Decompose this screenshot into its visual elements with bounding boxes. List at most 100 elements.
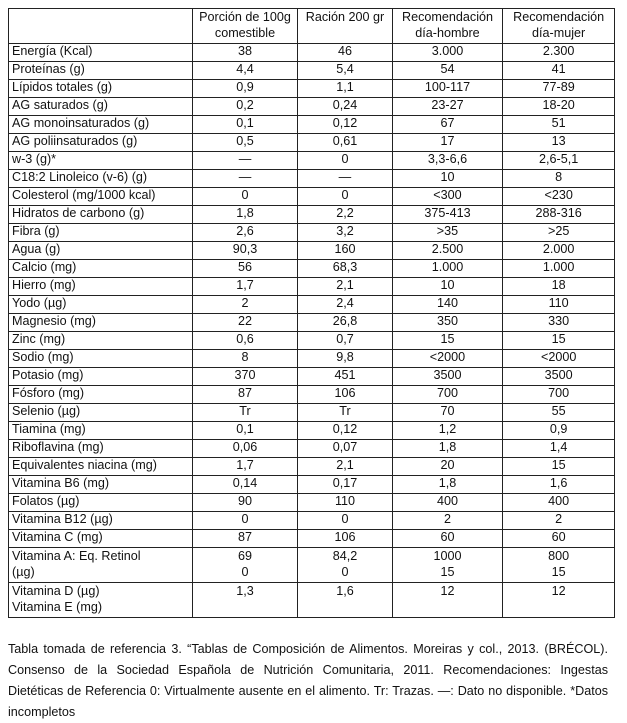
value-cell: 0,17: [297, 475, 393, 494]
value-cell: <2000: [502, 349, 615, 368]
value-cell: 0,1: [191, 421, 299, 440]
nutrient-label: Hierro (mg): [8, 277, 193, 296]
nutrient-label: Colesterol (mg/1000 kcal): [8, 187, 193, 206]
nutrient-label: Equivalentes niacina (mg): [8, 457, 193, 476]
value-cell: 3.000: [391, 43, 504, 62]
table-row: Magnesio (mg) 22 26,8 350 330: [8, 313, 615, 332]
value-cell: 10: [391, 277, 504, 296]
value-cell: 375-413: [391, 205, 504, 224]
value-cell: 330: [502, 313, 615, 332]
value-cell: 84,2 0: [297, 547, 393, 583]
nutrient-label: Potasio (mg): [8, 367, 193, 386]
value-cell: 0,1: [191, 115, 299, 134]
value-cell: 9,8: [297, 349, 393, 368]
nutrient-label: Riboflavina (mg): [8, 439, 193, 458]
table-row: Vitamina B6 (mg) 0,14 0,17 1,8 1,6: [8, 475, 615, 494]
value-cell: 0,2: [191, 97, 299, 116]
value-cell: 0,14: [191, 475, 299, 494]
value-cell: 0,9: [191, 79, 299, 98]
value-cell: 46: [297, 43, 393, 62]
value-cell: 0: [191, 511, 299, 530]
value-cell: 69 0: [191, 547, 299, 583]
table-row: Folatos (µg) 90 110 400 400: [8, 493, 615, 512]
value-cell: 17: [391, 133, 504, 152]
value-cell: 41: [502, 61, 615, 80]
value-cell: 2,6: [191, 223, 299, 242]
table-row: AG saturados (g) 0,2 0,24 23-27 18-20: [8, 97, 615, 116]
value-cell: 23-27: [391, 97, 504, 116]
value-cell: 0: [297, 187, 393, 206]
value-cell: 1.000: [502, 259, 615, 278]
value-cell: 22: [191, 313, 299, 332]
table-row: Riboflavina (mg) 0,06 0,07 1,8 1,4: [8, 439, 615, 458]
value-cell: >25: [502, 223, 615, 242]
value-cell: 3,2: [297, 223, 393, 242]
value-cell: 1,6: [297, 582, 393, 618]
value-cell: 26,8: [297, 313, 393, 332]
value-cell: 288-316: [502, 205, 615, 224]
value-cell: Tr: [297, 403, 393, 422]
value-cell: 67: [391, 115, 504, 134]
nutrient-label: Magnesio (mg): [8, 313, 193, 332]
value-cell: 400: [502, 493, 615, 512]
value-cell: 1,7: [191, 457, 299, 476]
value-cell: 90,3: [191, 241, 299, 260]
value-cell: 56: [191, 259, 299, 278]
value-cell: 350: [391, 313, 504, 332]
value-cell: —: [297, 169, 393, 188]
cell-line: 15: [440, 565, 455, 579]
table-row: Selenio (µg) Tr Tr 70 55: [8, 403, 615, 422]
value-cell: 3,3-6,6: [391, 151, 504, 170]
value-cell: 1,4: [502, 439, 615, 458]
nutrient-label: Yodo (µg): [8, 295, 193, 314]
value-cell: 1,2: [391, 421, 504, 440]
nutrient-label: Vitamina A: Eq. Retinol (µg): [8, 547, 193, 583]
table-row: Sodio (mg) 8 9,8 <2000 <2000: [8, 349, 615, 368]
cell-line: [195, 599, 296, 615]
cell-line: [505, 599, 612, 615]
value-cell: 13: [502, 133, 615, 152]
cell-line: 15: [551, 565, 566, 579]
header-cell-ration: Ración 200 gr: [297, 8, 393, 44]
value-cell: 5,4: [297, 61, 393, 80]
value-cell: 1.000: [391, 259, 504, 278]
cell-line: 12: [440, 584, 455, 598]
value-cell: 2,1: [297, 277, 393, 296]
value-cell: 15: [502, 331, 615, 350]
nutrient-label: Zinc (mg): [8, 331, 193, 350]
table-row: AG monoinsaturados (g) 0,1 0,12 67 51: [8, 115, 615, 134]
nutrient-label: Folatos (µg): [8, 493, 193, 512]
table-row: Agua (g) 90,3 160 2.500 2.000: [8, 241, 615, 260]
value-cell: <2000: [391, 349, 504, 368]
header-cell-label: [8, 8, 193, 44]
value-cell: 15: [391, 331, 504, 350]
value-cell: 12: [502, 582, 615, 618]
cell-line: [300, 599, 389, 615]
cell-line: 1000: [433, 549, 462, 563]
cell-line: Vitamina D (µg): [12, 584, 100, 598]
value-cell: 2,2: [297, 205, 393, 224]
value-cell: 0,6: [191, 331, 299, 350]
cell-line: 0: [241, 565, 249, 579]
value-cell: 15: [502, 457, 615, 476]
nutrient-label: Fósforo (mg): [8, 385, 193, 404]
value-cell: 60: [502, 529, 615, 548]
table-row: Vitamina D (µg) Vitamina E (mg) 1,3 1,6 12…: [8, 582, 615, 618]
nutrient-label: Sodio (mg): [8, 349, 193, 368]
value-cell: 2: [502, 511, 615, 530]
table-row: Fósforo (mg) 87 106 700 700: [8, 385, 615, 404]
nutrient-label: Energía (Kcal): [8, 43, 193, 62]
value-cell: 18: [502, 277, 615, 296]
value-cell: 18-20: [502, 97, 615, 116]
cell-line: 69: [237, 549, 252, 563]
nutrient-label: AG monoinsaturados (g): [8, 115, 193, 134]
value-cell: 1,8: [191, 205, 299, 224]
value-cell: 2.300: [502, 43, 615, 62]
table-row: Vitamina C (mg) 87 106 60 60: [8, 529, 615, 548]
table-row: Zinc (mg) 0,6 0,7 15 15: [8, 331, 615, 350]
value-cell: 110: [297, 493, 393, 512]
table-row: Fibra (g) 2,6 3,2 >35 >25: [8, 223, 615, 242]
table-body: Energía (Kcal) 38 46 3.000 2.300 Proteínas (g…: [8, 43, 615, 618]
value-cell: 110: [502, 295, 615, 314]
table-row: Lípidos totales (g) 0,9 1,1 100-117 77-89: [8, 79, 615, 98]
